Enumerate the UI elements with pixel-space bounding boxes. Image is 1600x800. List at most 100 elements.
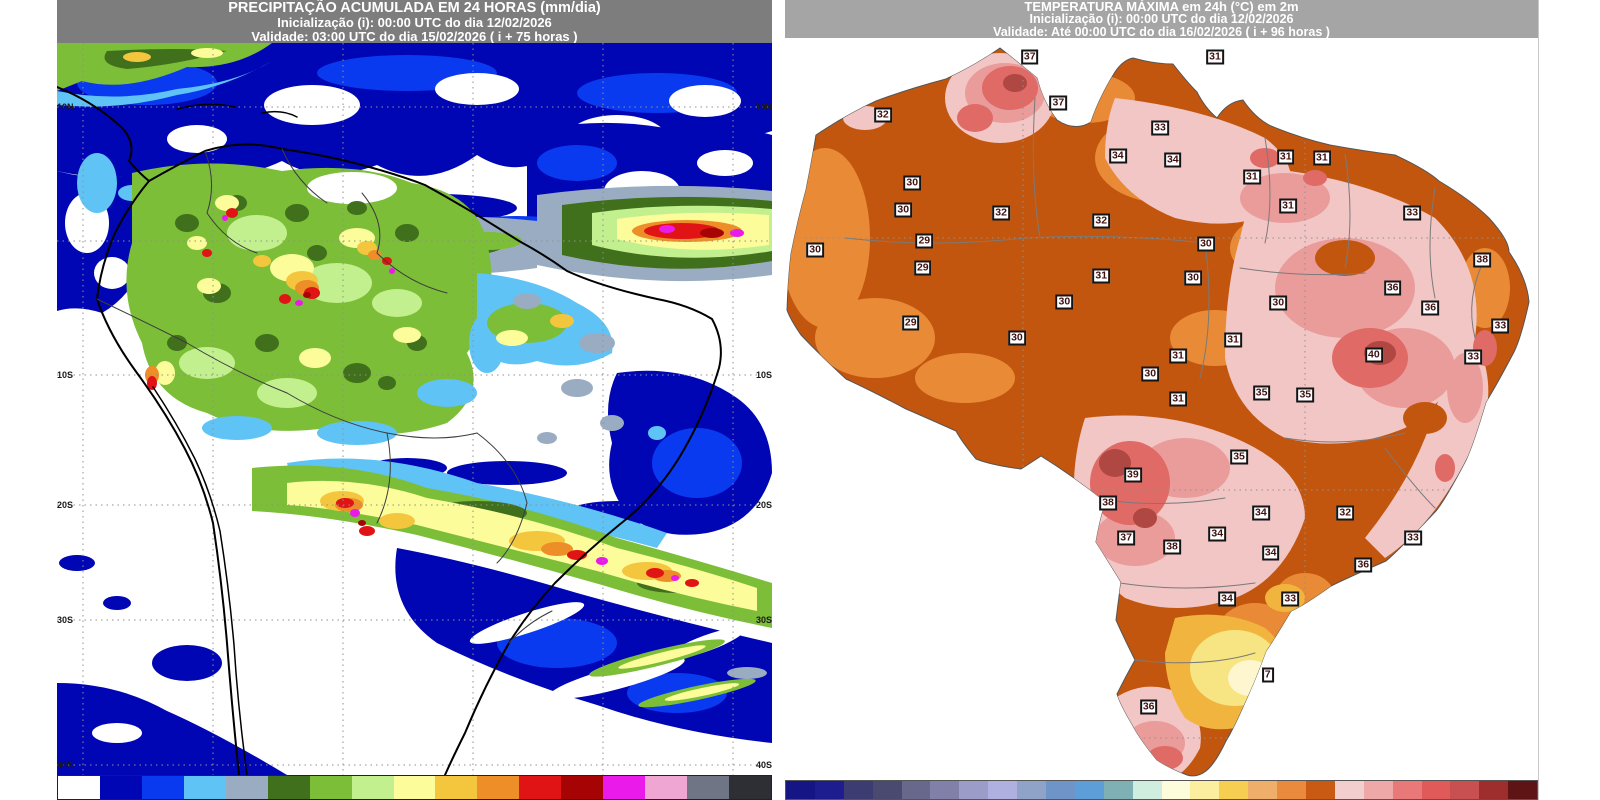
temp-colorbar-segment — [1508, 781, 1538, 799]
temp-title-line2: Inicialização (i): 00:00 UTC do dia 12/0… — [1029, 12, 1294, 26]
temp-colorbar-segment — [1334, 781, 1364, 799]
precip-colorbar-segment — [225, 776, 268, 799]
temp-colorbar-segment — [1479, 781, 1509, 799]
precip-colorbar-segment — [519, 776, 562, 799]
temperature-value-box: 32 — [992, 205, 1010, 221]
temperature-value-box: 33 — [1464, 349, 1483, 365]
precip-colorbar-segment — [351, 776, 394, 799]
temp-colorbar-segment — [872, 781, 902, 799]
temperature-value-box: 31 — [1092, 268, 1111, 284]
temperature-value-box: 30 — [1141, 366, 1160, 382]
temperature-value-box: 32 — [1336, 505, 1355, 521]
temp-colorbar-segment — [1421, 781, 1451, 799]
precipitation-field-graphic — [57, 43, 772, 775]
temp-colorbar-segment — [1132, 781, 1162, 799]
temperature-value-box: 33 — [1281, 591, 1300, 607]
temperature-colorbar — [785, 780, 1538, 800]
latitude-label: 40S — [755, 759, 772, 770]
temperature-value-box: 29 — [913, 260, 932, 276]
temperature-value-box: 36 — [1421, 300, 1440, 316]
temperature-shading — [787, 53, 1525, 776]
temperature-value-box: 30 — [894, 202, 913, 218]
precip-colorbar-segment — [141, 776, 184, 799]
latitude-label: 30S — [755, 614, 772, 625]
latitude-label: 10S — [755, 370, 772, 381]
temperature-map-title: TEMPERATURA MÁXIMA em 24h (°C) em 2m Ini… — [785, 0, 1538, 38]
brazil-temperature-graphic — [786, 47, 1530, 777]
temperature-value-box: 34 — [1208, 526, 1227, 542]
temp-colorbar-segment — [901, 781, 931, 799]
temp-colorbar-segment — [1392, 781, 1422, 799]
precip-colorbar-segment — [309, 776, 352, 799]
precipitation-map: 10N 10N 10S 10S 20S 20S 30S 30S 40S 40S — [57, 43, 772, 775]
temperature-value-box: 30 — [1008, 330, 1026, 346]
temperature-value-box: 37 — [1117, 530, 1135, 546]
temperature-value-box: 31 — [1169, 391, 1187, 407]
temperature-value-box: 7 — [1261, 667, 1274, 683]
temperature-value-box: 31 — [1169, 348, 1187, 364]
temperature-value-box: 34 — [1108, 148, 1127, 164]
south-america-coastline — [57, 86, 722, 775]
temperature-value-box: 38 — [1099, 495, 1117, 511]
temp-colorbar-segment — [1306, 781, 1335, 799]
temp-colorbar-segment — [843, 781, 873, 799]
temperature-value-box: 36 — [1383, 280, 1402, 296]
precip-colorbar-segment — [99, 776, 142, 799]
temperature-value-box: 34 — [1163, 152, 1182, 168]
temperature-map: 37 31 37 32 33 34 34 31 31 31 30 30 32 32 31 33 30 29 29 31… — [785, 38, 1538, 780]
precip-colorbar-segment — [645, 776, 688, 799]
temp-colorbar-segment — [1450, 781, 1480, 799]
temp-colorbar-segment — [1161, 781, 1191, 799]
latitude-label: 10S — [57, 370, 74, 381]
temperature-value-box: 35 — [1296, 387, 1315, 403]
temperature-value-box: 30 — [1269, 295, 1288, 311]
temperature-value-box: 33 — [1491, 318, 1510, 334]
country-borders — [96, 148, 553, 644]
temp-colorbar-segment — [1017, 781, 1047, 799]
precip-colorbar-segment — [729, 776, 771, 799]
latitude-label: 40S — [57, 759, 74, 770]
temperature-value-box: 31 — [1279, 198, 1297, 214]
temperature-value-box: 36 — [1354, 557, 1373, 573]
temperature-value-box: 40 — [1365, 347, 1383, 363]
temp-title-line3: Validade: Até 00:00 UTC do dia 16/02/202… — [993, 24, 1330, 39]
precip-colorbar-segment — [687, 776, 729, 799]
latitude-label: 30S — [57, 614, 74, 625]
temp-colorbar-segment — [930, 781, 960, 799]
temperature-value-box: 31 — [1206, 49, 1224, 65]
temperature-value-box: 34 — [1252, 505, 1270, 521]
temperature-value-box: 38 — [1163, 539, 1181, 555]
temperature-value-box: 35 — [1230, 449, 1248, 465]
precip-colorbar-segment — [561, 776, 604, 799]
temperature-value-box: 29 — [901, 315, 920, 331]
precip-title-line1: PRECIPITAÇÃO ACUMULADA EM 24 HORAS (mm/d… — [228, 0, 601, 16]
temperature-value-box: 32 — [874, 107, 892, 123]
precip-colorbar-segment — [267, 776, 310, 799]
temperature-value-box: 31 — [1313, 150, 1331, 166]
temp-colorbar-segment — [1248, 781, 1278, 799]
temp-colorbar-segment — [1277, 781, 1307, 799]
precip-colorbar-segment — [58, 776, 100, 799]
temp-colorbar-segment — [786, 781, 815, 799]
temp-colorbar-segment — [814, 781, 844, 799]
precip-title-line2: Inicialização (i): 00:00 UTC do dia 12/0… — [277, 15, 552, 30]
temperature-value-box: 30 — [903, 175, 922, 191]
temperature-value-box: 37 — [1020, 49, 1039, 65]
temperature-value-box: 31 — [1243, 169, 1261, 185]
temperature-value-box: 33 — [1403, 205, 1422, 221]
temperature-value-box: 30 — [1184, 270, 1202, 286]
temp-colorbar-segment — [1219, 781, 1249, 799]
temp-colorbar-segment — [988, 781, 1018, 799]
precip-title-line3: Validade: 03:00 UTC do dia 15/02/2026 ( … — [251, 28, 578, 44]
temp-colorbar-segment — [1363, 781, 1393, 799]
precip-colorbar-segment — [603, 776, 646, 799]
precipitation-map-panel: PRECIPITAÇÃO ACUMULADA EM 24 HORAS (mm/d… — [57, 0, 772, 800]
precipitation-map-title: PRECIPITAÇÃO ACUMULADA EM 24 HORAS (mm/d… — [57, 0, 772, 43]
temperature-value-box: 29 — [915, 233, 934, 249]
temperature-value-box: 33 — [1404, 530, 1422, 546]
temp-title-line1: TEMPERATURA MÁXIMA em 24h (°C) em 2m — [1024, 0, 1299, 14]
temperature-value-box: 30 — [1055, 294, 1074, 310]
graticule — [57, 43, 772, 775]
precip-colorbar-segment — [477, 776, 520, 799]
latitude-label: 20S — [755, 499, 772, 510]
